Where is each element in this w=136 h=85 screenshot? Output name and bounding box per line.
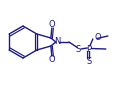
Text: N: N [54,37,60,46]
Text: P: P [86,45,91,53]
Text: O: O [49,55,55,64]
Text: O: O [49,20,55,29]
Text: S: S [75,45,81,54]
Text: O: O [95,33,101,42]
Text: S: S [86,57,92,66]
